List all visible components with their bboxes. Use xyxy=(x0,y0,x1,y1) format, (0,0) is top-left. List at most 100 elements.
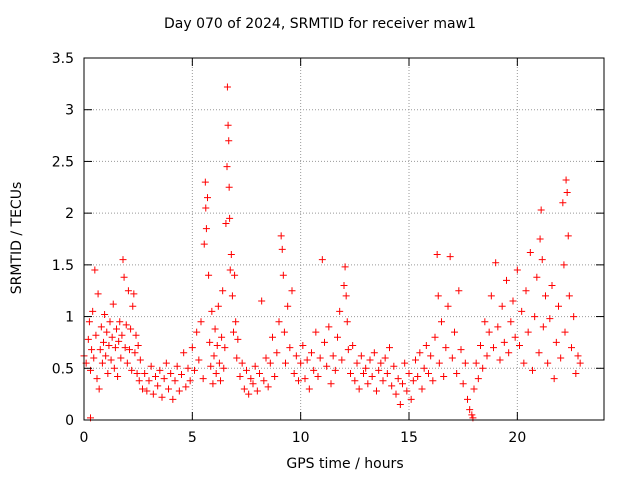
data-point xyxy=(234,335,242,343)
data-point xyxy=(288,287,296,295)
data-point xyxy=(225,137,233,145)
data-point xyxy=(331,366,339,374)
data-point xyxy=(342,292,350,300)
data-point xyxy=(379,377,387,385)
y-tick-label: 1 xyxy=(65,310,74,326)
data-point xyxy=(152,373,159,381)
data-point xyxy=(232,318,240,326)
data-point xyxy=(256,369,263,377)
data-point xyxy=(334,333,341,341)
data-point xyxy=(420,364,428,372)
data-point xyxy=(362,364,370,372)
data-point xyxy=(109,300,117,308)
data-point xyxy=(292,352,300,360)
data-point xyxy=(101,311,109,319)
data-point xyxy=(214,302,222,310)
y-tick-label: 1.5 xyxy=(52,258,74,274)
data-point xyxy=(178,370,185,378)
data-point xyxy=(338,356,346,364)
data-point xyxy=(438,318,445,326)
data-point xyxy=(396,400,404,408)
chart-title: Day 070 of 2024, SRMTID for receiver maw… xyxy=(164,16,476,32)
data-point xyxy=(286,344,294,352)
data-point xyxy=(132,331,140,339)
data-point xyxy=(357,352,365,360)
data-point xyxy=(570,313,578,321)
data-point xyxy=(435,359,443,367)
data-point xyxy=(120,273,128,281)
x-axis-label: GPS time / hours xyxy=(286,456,404,472)
data-point xyxy=(156,366,164,374)
data-point xyxy=(492,259,500,267)
data-point xyxy=(490,344,497,352)
data-point xyxy=(505,349,513,357)
data-point xyxy=(226,214,234,222)
data-point xyxy=(209,380,217,388)
data-point xyxy=(509,297,517,305)
data-point xyxy=(539,323,547,331)
data-point xyxy=(297,359,305,367)
data-point xyxy=(108,333,116,341)
data-point xyxy=(536,235,544,243)
data-point xyxy=(195,356,203,364)
data-point xyxy=(182,383,190,391)
data-point xyxy=(312,328,320,336)
data-point xyxy=(498,302,506,310)
data-point xyxy=(559,199,567,207)
data-point xyxy=(154,382,162,390)
data-point xyxy=(106,318,114,326)
data-point xyxy=(561,328,569,336)
data-point xyxy=(275,318,283,326)
data-point xyxy=(247,375,255,383)
data-point xyxy=(169,395,177,403)
data-point xyxy=(325,323,333,331)
data-point xyxy=(117,354,125,362)
data-point xyxy=(284,302,292,310)
data-point xyxy=(208,307,216,315)
data-point xyxy=(91,266,99,274)
data-point xyxy=(366,356,374,364)
data-point xyxy=(143,387,151,395)
data-point xyxy=(555,302,562,310)
data-point xyxy=(368,373,376,381)
data-point xyxy=(165,385,172,393)
data-point xyxy=(236,373,244,381)
data-point xyxy=(375,366,383,374)
data-point xyxy=(264,383,272,391)
data-point xyxy=(228,292,236,300)
data-point xyxy=(301,375,309,383)
data-point xyxy=(323,362,331,370)
data-point xyxy=(162,359,170,367)
y-tick-label: 2.5 xyxy=(52,154,74,170)
data-point xyxy=(110,364,118,372)
x-tick-label: 0 xyxy=(80,430,89,446)
data-point xyxy=(224,121,232,129)
data-point xyxy=(485,328,493,336)
data-point xyxy=(405,369,413,377)
data-point xyxy=(171,377,179,385)
data-point xyxy=(520,359,528,367)
data-point xyxy=(253,387,261,395)
data-point xyxy=(226,266,234,274)
data-point xyxy=(136,356,144,364)
data-point xyxy=(500,338,508,346)
data-point xyxy=(102,352,110,360)
data-point xyxy=(453,369,461,377)
data-point xyxy=(221,344,229,352)
data-point xyxy=(316,354,324,362)
data-point xyxy=(388,382,396,390)
data-point xyxy=(468,411,476,419)
data-point xyxy=(516,342,523,350)
data-point xyxy=(373,387,380,395)
scatter-points xyxy=(80,83,584,422)
data-point xyxy=(444,302,452,310)
data-point xyxy=(464,395,471,403)
data-point xyxy=(222,219,230,227)
data-point xyxy=(550,375,558,383)
data-point xyxy=(459,380,467,388)
data-point xyxy=(175,387,183,395)
data-point xyxy=(115,337,123,345)
y-tick-label: 2 xyxy=(65,206,74,222)
x-tick-label: 5 xyxy=(188,430,197,446)
data-point xyxy=(217,377,224,385)
